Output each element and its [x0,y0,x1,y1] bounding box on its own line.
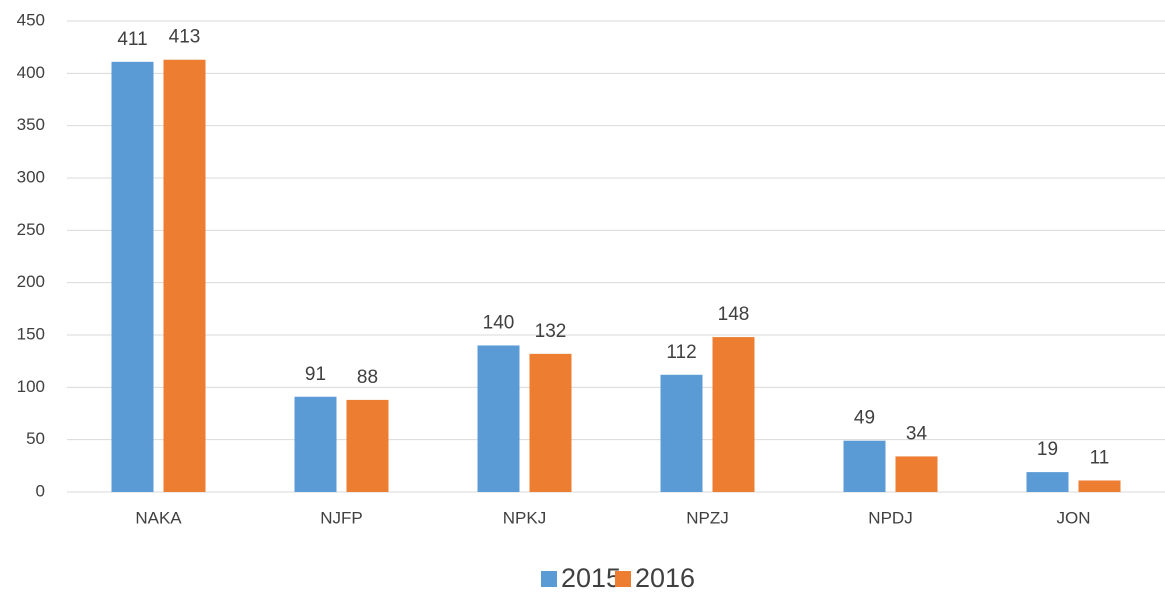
x-tick-label: NPKJ [503,508,546,527]
value-label: 91 [305,364,326,385]
x-tick-label: JON [1057,508,1091,527]
x-tick-label: NAKA [135,508,182,527]
value-label: 112 [666,342,696,363]
value-label: 411 [117,29,147,50]
value-label: 132 [535,321,567,342]
bar [660,374,703,492]
bar [111,61,154,492]
value-label: 413 [169,27,201,48]
value-label: 88 [357,367,378,388]
y-tick-label: 200 [17,272,45,291]
y-tick-label: 0 [36,481,45,500]
legend-label: 2015 [561,563,621,593]
y-tick-label: 350 [17,115,45,134]
value-label: 19 [1037,439,1058,460]
bar [529,353,572,492]
bar [843,440,886,492]
value-label: 11 [1090,448,1110,469]
legend-swatch [541,571,557,587]
y-tick-label: 250 [17,220,45,239]
value-label: 140 [483,312,515,333]
y-tick-label: 300 [17,167,45,186]
value-label: 34 [906,423,928,444]
bar [1026,472,1069,492]
value-label: 148 [718,304,750,325]
bar [294,396,337,492]
legend-swatch [615,571,631,587]
y-tick-label: 450 [17,10,45,29]
y-tick-label: 150 [17,324,45,343]
bar [346,399,389,492]
y-tick-label: 100 [17,377,45,396]
bar [712,337,755,492]
y-tick-label: 400 [17,63,45,82]
y-tick-label: 50 [26,429,45,448]
x-tick-label: NJFP [320,508,363,527]
legend-label: 2016 [635,563,695,593]
bar [163,59,206,493]
bar [477,345,520,492]
value-label: 49 [854,408,875,429]
x-tick-label: NPZJ [686,508,729,527]
x-tick-label: NPDJ [868,508,912,527]
bar [895,456,938,492]
bar [1078,480,1121,492]
